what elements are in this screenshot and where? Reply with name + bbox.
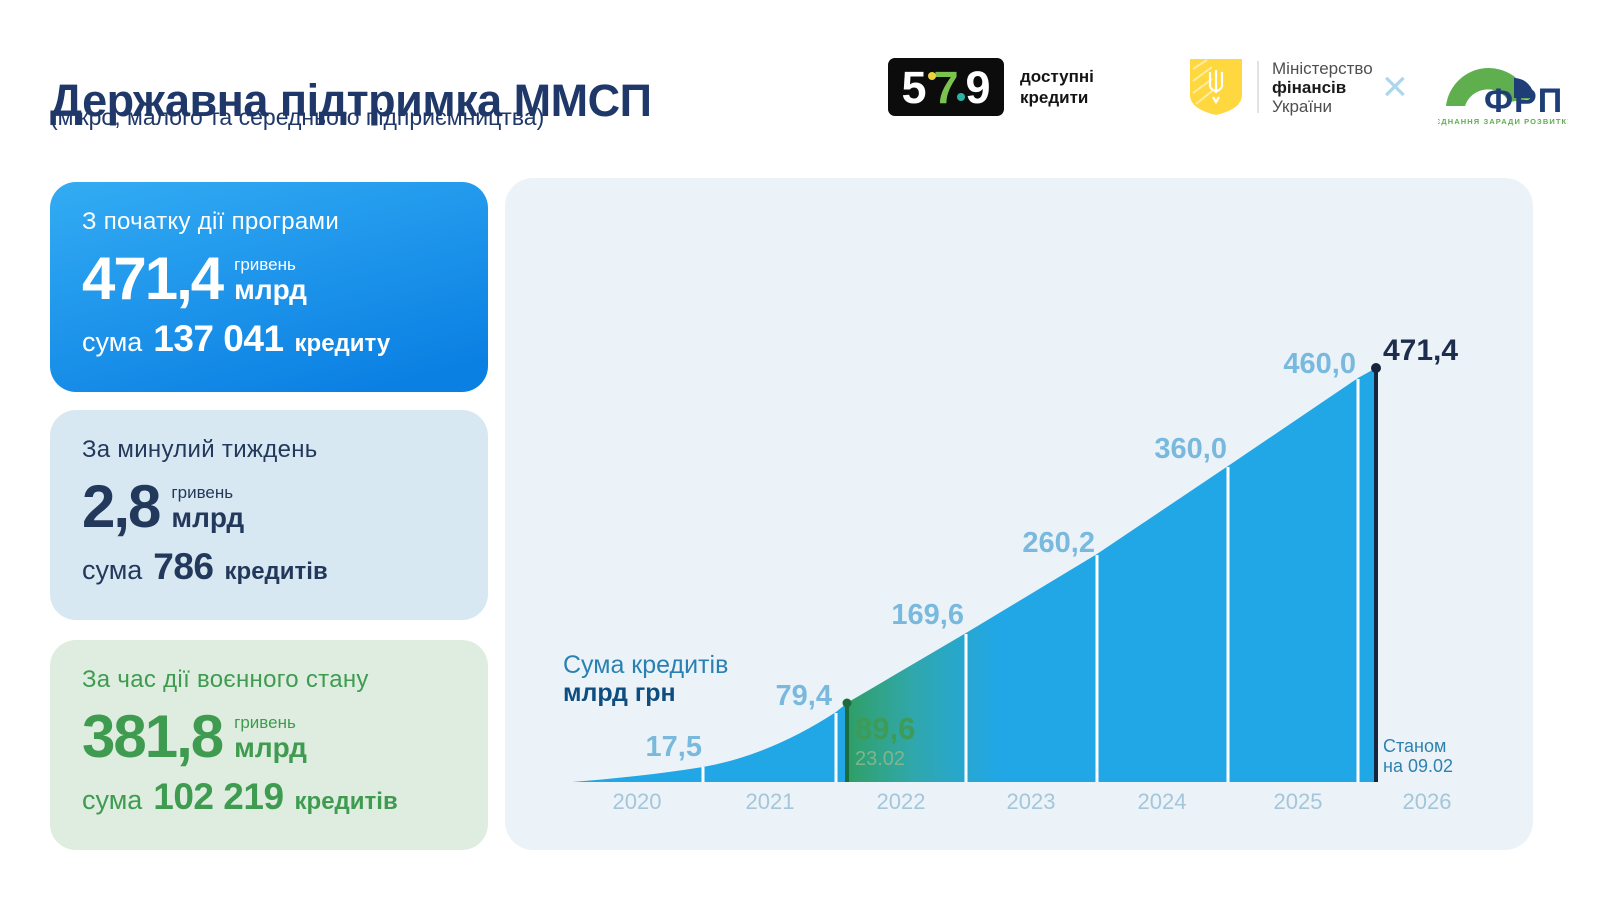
tick-2022: 2022 (877, 789, 926, 814)
card-unit: гривень млрд (234, 254, 307, 305)
card-unit: гривень млрд (234, 712, 307, 763)
card-loans-count-row: сума 786 кредитів (82, 545, 328, 587)
chart-legend-unit: млрд грн (563, 679, 676, 707)
card-loans-count-row: сума 137 041 кредиту (82, 317, 391, 359)
value-label-2022: 169,6 (891, 599, 964, 631)
value-label-2024: 360,0 (1154, 433, 1227, 465)
card-amount-row: 381,8 гривень млрд (82, 703, 468, 770)
card-amount-row: 2,8 гривень млрд (82, 473, 468, 540)
ministry-name: Міністерство фінансів України (1272, 58, 1373, 116)
area-series (572, 368, 1376, 782)
card-last-week: За минулий тиждень 2,8 гривень млрд сума… (50, 410, 488, 620)
tick-2021: 2021 (746, 789, 795, 814)
card-unit: гривень млрд (171, 482, 245, 533)
percent-dot-yellow-icon (928, 71, 937, 80)
tick-2020: 2020 (613, 789, 662, 814)
logo-579-percent-seven: 7 (928, 65, 965, 110)
frp-arch-icon (1446, 67, 1530, 106)
area-chart-canvas: Сума кредитів млрд грн 17,5 79,4 89,6 23… (563, 334, 1458, 814)
percent-dot-teal-icon (956, 92, 965, 101)
card-label: За минулий тиждень (82, 436, 318, 463)
tick-2024: 2024 (1138, 789, 1187, 814)
as-of-label-line1: Станом (1383, 736, 1446, 756)
value-label-2020: 17,5 (646, 731, 702, 763)
latest-value-marker (1371, 363, 1381, 782)
war-start-marker (842, 698, 852, 782)
page-subtitle: (мікро, малого та середнього підприємниц… (50, 104, 545, 130)
x-axis-ticks: 2020 2021 2022 2023 2024 2025 2026 (613, 789, 1452, 814)
logo-579-digit-9: 9 (965, 61, 991, 113)
card-amount: 2,8 (82, 473, 161, 540)
card-total-since-program-start: З початку дії програми 471,4 гривень млр… (50, 182, 488, 392)
value-label-latest: 471,4 (1383, 334, 1458, 367)
tick-2023: 2023 (1007, 789, 1056, 814)
card-amount: 381,8 (82, 703, 224, 770)
value-label-2025: 460,0 (1283, 348, 1356, 380)
logo-ministry-of-finance: Міністерство фінансів України (1188, 57, 1373, 117)
chart-legend-title: Сума кредитів (563, 651, 728, 679)
value-label-war-start: 89,6 (855, 711, 915, 746)
logo-579-digit-5: 5 (901, 61, 927, 113)
card-loans-count-row: сума 102 219 кредитів (82, 775, 398, 817)
loans-area-chart: Сума кредитів млрд грн 17,5 79,4 89,6 23… (505, 178, 1533, 850)
loans-count: 102 219 (153, 775, 284, 817)
logo-divider (1257, 61, 1259, 113)
as-of-label-line2: на 09.02 (1383, 756, 1453, 776)
card-amount: 471,4 (82, 245, 224, 312)
logo-579-tagline: доступні кредити (1020, 67, 1094, 107)
frp-quarter-icon (1514, 78, 1534, 98)
loans-count: 786 (153, 545, 214, 587)
logo-579-badge: 5 7 9 (888, 58, 1004, 116)
collaboration-x-icon: × (1382, 62, 1408, 111)
logo-frp: ФРП ЄДНАННЯ ЗАРАДИ РОЗВИТКУ (1435, 50, 1572, 131)
frp-tagline: ЄДНАННЯ ЗАРАДИ РОЗВИТКУ (1438, 117, 1568, 126)
card-label: З початку дії програми (82, 208, 340, 235)
frp-name: ФРП (1484, 82, 1563, 120)
year-divider-lines (701, 379, 1360, 782)
card-martial-law-period: За час дії воєнного стану 381,8 гривень … (50, 640, 488, 850)
ukraine-shield-icon (1190, 59, 1242, 115)
value-label-2021: 79,4 (776, 680, 832, 712)
logo-579: 5 7 9 доступні кредити (888, 58, 1094, 116)
card-amount-row: 471,4 гривень млрд (82, 245, 468, 312)
value-label-2023: 260,2 (1022, 527, 1095, 559)
loans-count: 137 041 (153, 317, 284, 359)
war-start-date-label: 23.02 (855, 748, 905, 770)
tick-2026: 2026 (1403, 789, 1452, 814)
card-label: За час дії воєнного стану (82, 666, 369, 693)
page-title: Державна підтримка ММСП (50, 75, 652, 127)
tick-2025: 2025 (1274, 789, 1323, 814)
